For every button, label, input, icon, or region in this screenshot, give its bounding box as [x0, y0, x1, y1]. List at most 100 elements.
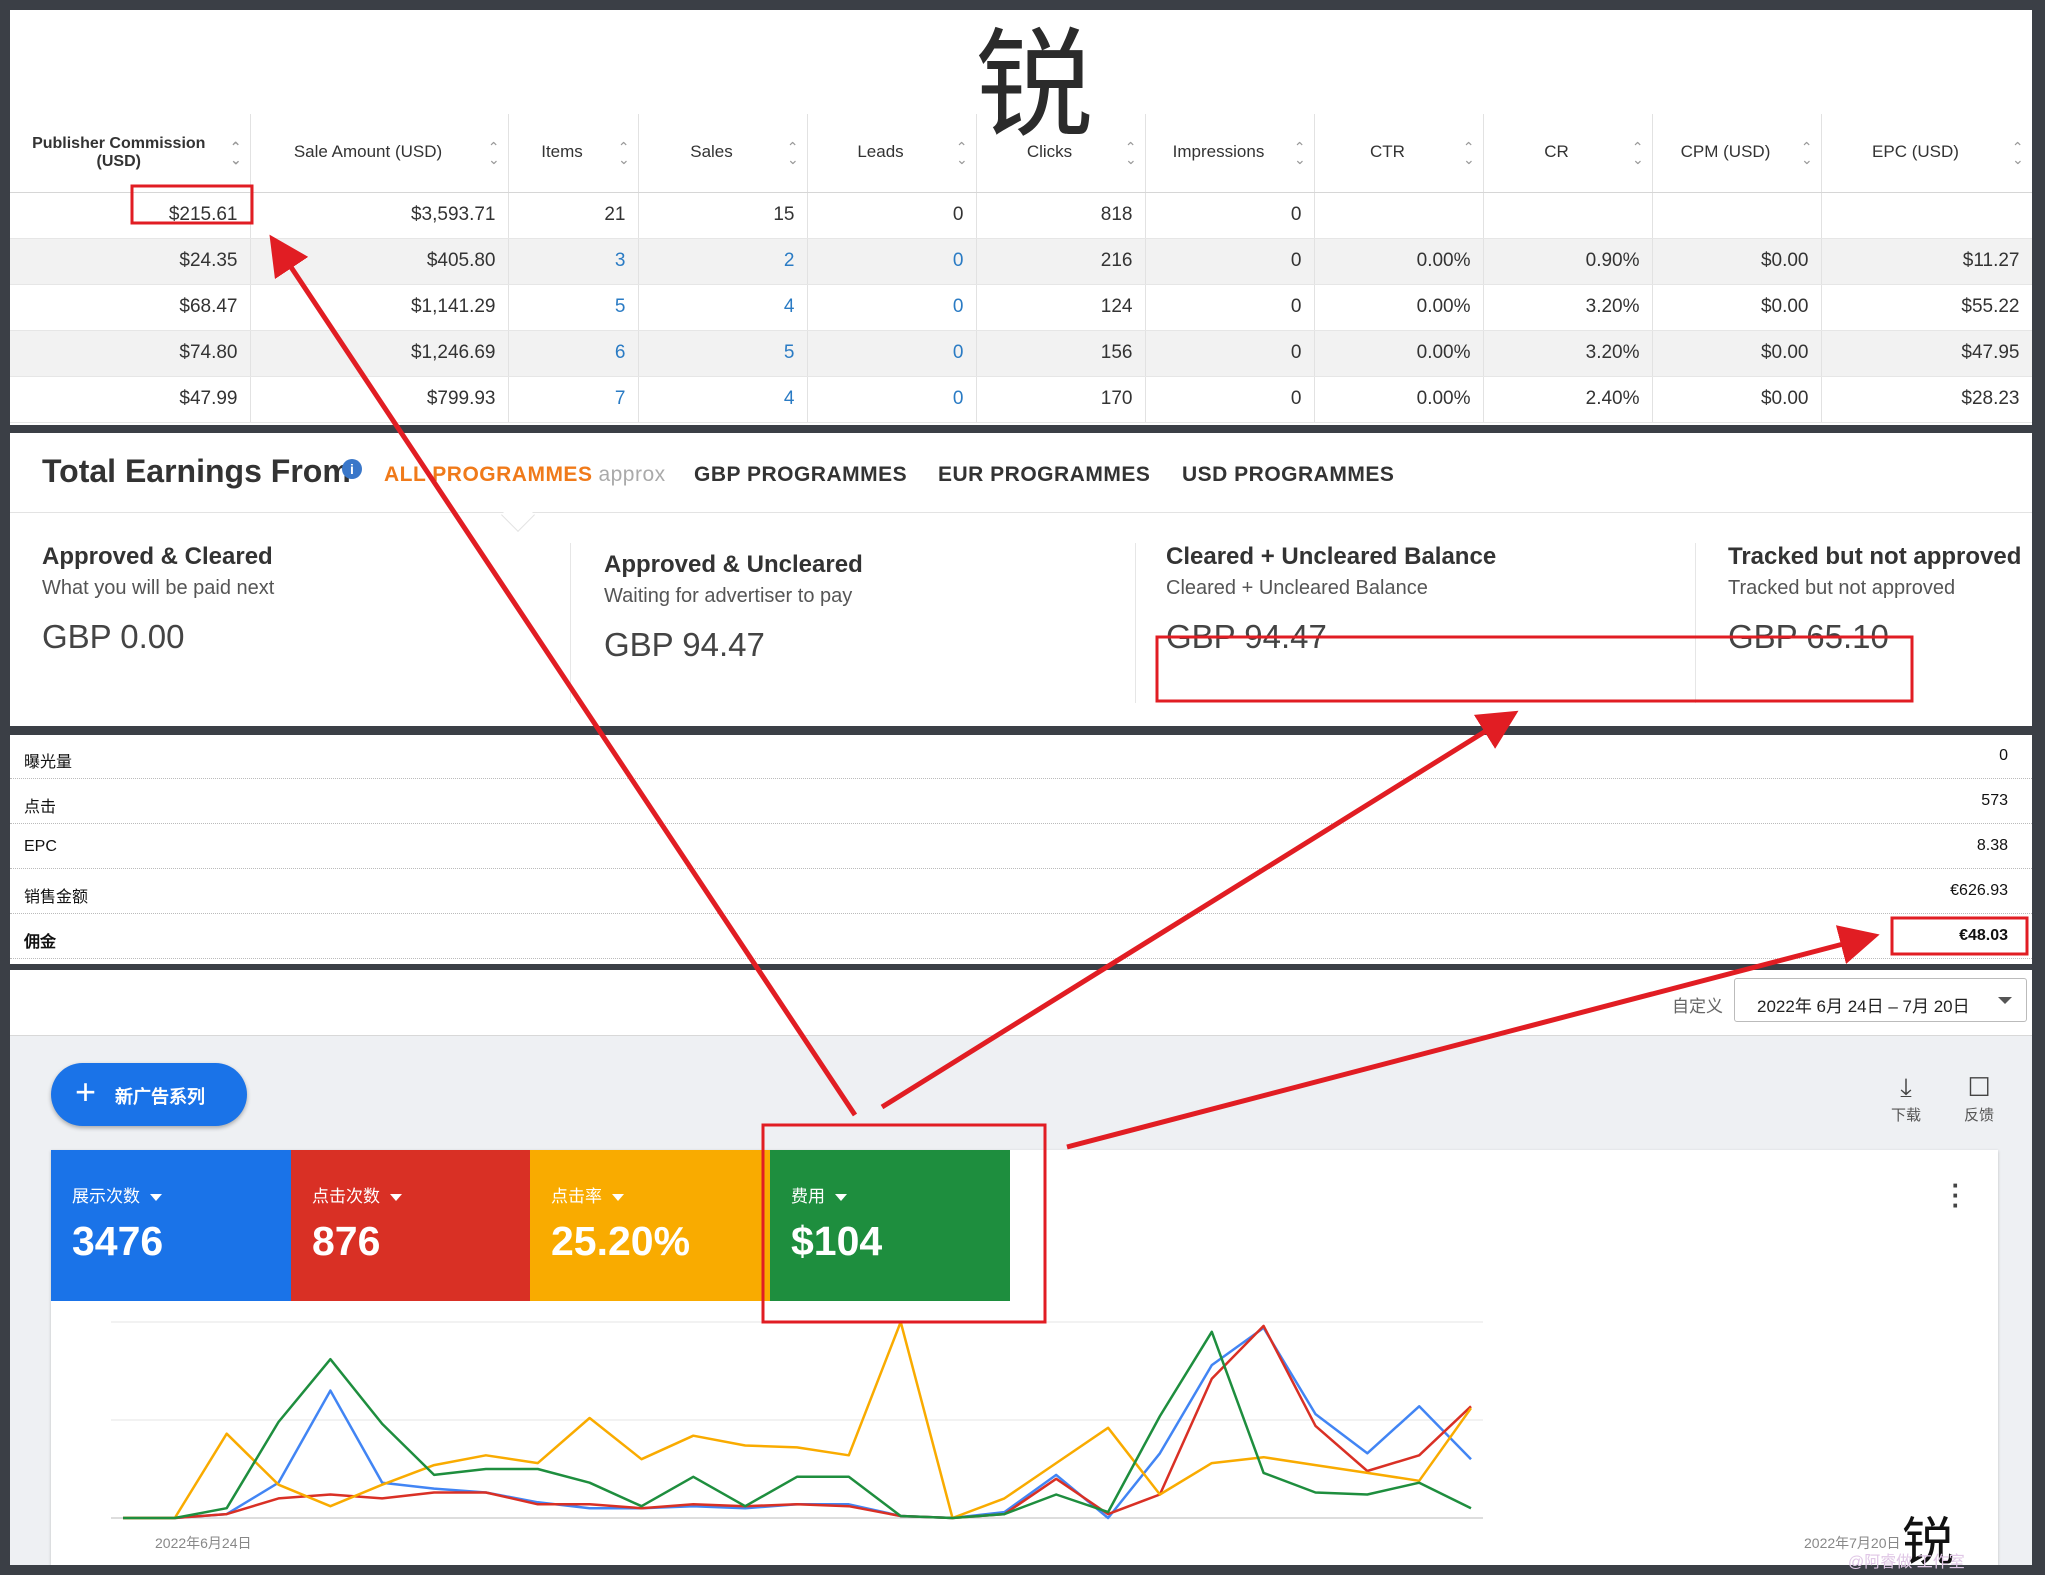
- eur-summary-panel: 曝光量 0 点击 573 EPC 8.38 销售金额 €626.93 佣金 €48.03: [10, 735, 2032, 964]
- table-cell: $24.35: [10, 238, 251, 285]
- metric-value: 3476: [72, 1218, 164, 1264]
- sort-icon[interactable]: ⌃ ⌃: [2011, 138, 2024, 167]
- series-line-3: [123, 1330, 1472, 1520]
- sort-icon[interactable]: ⌃ ⌃: [487, 138, 500, 167]
- table-cell: 124: [976, 284, 1146, 331]
- column-header-label: CPM (USD): [1680, 142, 1771, 162]
- summary-value: €626.93: [1950, 882, 2008, 899]
- tab-usd-programmes[interactable]: USD PROGRAMMES: [1182, 463, 1395, 486]
- sort-icon[interactable]: ⌃ ⌃: [617, 138, 630, 167]
- table-cell[interactable]: 5: [508, 284, 639, 331]
- new-campaign-button[interactable]: + 新广告系列: [51, 1063, 247, 1126]
- table-cell: 2.40%: [1483, 376, 1653, 423]
- series-line-2: [123, 1320, 1473, 1520]
- table-cell: 0.00%: [1314, 330, 1484, 377]
- table-body: $215.61 $3,593.71 21 15 0 818 0 $24.35 $405.80 3 2…: [10, 192, 2032, 423]
- table-cell: $1,141.29: [250, 284, 509, 331]
- table-row: $47.99 $799.93 7 4 0 170 0 0.00% 2.40% $0.00 $28.2…: [10, 376, 2032, 423]
- series-line-1: [123, 1324, 1472, 1520]
- earnings-col-value: GBP 65.10: [1728, 618, 1889, 655]
- feedback-button[interactable]: ☐ 反馈: [1949, 1070, 2009, 1125]
- sort-icon[interactable]: ⌃ ⌃: [1462, 138, 1475, 167]
- feedback-label: 反馈: [1963, 1107, 1994, 1124]
- download-label: 下载: [1890, 1107, 1921, 1124]
- summary-label: EPC: [24, 838, 57, 855]
- summary-label: 佣金: [24, 934, 57, 951]
- dropdown-icon: [835, 1194, 847, 1202]
- sort-icon[interactable]: ⌃ ⌃: [1124, 138, 1137, 167]
- download-button[interactable]: ⤓ 下载: [1876, 1070, 1936, 1125]
- column-header[interactable]: CTR ⌃ ⌃: [1314, 114, 1484, 193]
- date-range-select[interactable]: 2022年 6月 24日 – 7月 20日: [1734, 978, 2027, 1022]
- earnings-approved-uncleared: Approved & Uncleared Waiting for adverti…: [604, 551, 863, 721]
- column-header-label: Publisher Commission (USD): [32, 135, 206, 170]
- table-cell: $1,246.69: [250, 330, 509, 377]
- metric-label-text: 展示次数: [72, 1187, 140, 1206]
- column-header[interactable]: Items ⌃ ⌃: [508, 114, 639, 193]
- metric-label: 展示次数: [72, 1182, 162, 1207]
- sort-icon[interactable]: ⌃ ⌃: [786, 138, 799, 167]
- sort-icon[interactable]: ⌃ ⌃: [955, 138, 968, 167]
- sort-icon[interactable]: ⌃ ⌃: [1800, 138, 1813, 167]
- earnings-header: Total Earnings From i ALL PROGRAMMES appr…: [10, 433, 2032, 513]
- table-cell: 0.00%: [1314, 376, 1484, 423]
- earnings-col-subtitle: Tracked but not approved: [1728, 577, 1956, 599]
- tab-eur-programmes[interactable]: EUR PROGRAMMES: [938, 463, 1151, 486]
- column-header-label: Clicks: [1026, 142, 1073, 162]
- column-header-label: Impressions: [1172, 142, 1265, 162]
- table-cell[interactable]: 4: [638, 376, 808, 423]
- sort-icon[interactable]: ⌃ ⌃: [1293, 138, 1306, 167]
- tab-gbp-programmes[interactable]: GBP PROGRAMMES: [694, 463, 908, 486]
- column-header-label: CTR: [1370, 142, 1405, 162]
- sort-icon[interactable]: ⌃ ⌃: [1631, 138, 1644, 167]
- metric-tile-cost[interactable]: 费用 $104: [770, 1150, 1010, 1301]
- info-icon[interactable]: i: [342, 459, 362, 479]
- table-cell[interactable]: 6: [508, 330, 639, 377]
- sort-icon[interactable]: ⌃ ⌃: [229, 138, 242, 167]
- table-cell[interactable]: 0: [807, 284, 977, 331]
- column-header[interactable]: EPC (USD) ⌃ ⌃: [1821, 114, 2032, 193]
- column-header[interactable]: Leads ⌃ ⌃: [807, 114, 977, 193]
- table-cell: $405.80: [250, 238, 509, 285]
- chevron-down-icon: [1998, 997, 2012, 1004]
- column-header-label: CR: [1544, 142, 1569, 162]
- summary-label: 销售金额: [24, 889, 89, 906]
- table-cell[interactable]: 0: [807, 238, 977, 285]
- summary-row-sales: 销售金额 €626.93: [10, 870, 2032, 914]
- new-campaign-label: 新广告系列: [115, 1087, 205, 1107]
- table-cell[interactable]: 2: [638, 238, 808, 285]
- dropdown-icon: [612, 1194, 624, 1202]
- table-cell: $47.99: [10, 376, 251, 423]
- column-header[interactable]: Sales ⌃ ⌃: [638, 114, 808, 193]
- column-header[interactable]: CPM (USD) ⌃ ⌃: [1652, 114, 1822, 193]
- table-cell: 0.90%: [1483, 238, 1653, 285]
- commission-table: Publisher Commission (USD) ⌃ ⌃ Sale Amount …: [10, 114, 2032, 423]
- earnings-col-value: GBP 94.47: [1166, 618, 1327, 655]
- earnings-title: Total Earnings From: [42, 453, 351, 489]
- table-cell[interactable]: 0: [807, 330, 977, 377]
- table-cell[interactable]: 5: [638, 330, 808, 377]
- overlay-title-glyph: 锐: [975, 16, 1094, 154]
- summary-row-clicks: 点击 573: [10, 780, 2032, 824]
- column-header[interactable]: Impressions ⌃ ⌃: [1145, 114, 1315, 193]
- column-header[interactable]: Publisher Commission (USD) ⌃ ⌃: [10, 114, 251, 193]
- column-header[interactable]: Sale Amount (USD) ⌃ ⌃: [250, 114, 509, 193]
- metric-tile-clicks[interactable]: 点击次数 876: [291, 1150, 530, 1301]
- more-options-icon[interactable]: · · ·: [1951, 1170, 1961, 1220]
- metric-tile-ctr[interactable]: 点击率 25.20%: [530, 1150, 770, 1301]
- table-cell[interactable]: 0: [807, 376, 977, 423]
- column-header-label: Items: [541, 142, 583, 162]
- table-cell[interactable]: 7: [508, 376, 639, 423]
- table-cell[interactable]: 3: [508, 238, 639, 285]
- summary-value: €48.03: [1959, 927, 2008, 944]
- plus-icon: +: [75, 1071, 97, 1112]
- table-cell: 0: [1145, 238, 1315, 285]
- column-header[interactable]: Clicks ⌃ ⌃: [976, 114, 1146, 193]
- metric-tile-impressions[interactable]: 展示次数 3476: [51, 1150, 291, 1301]
- table-cell: 818: [976, 192, 1146, 239]
- table-cell: $47.95: [1821, 330, 2032, 377]
- table-cell[interactable]: 4: [638, 284, 808, 331]
- column-header[interactable]: CR ⌃ ⌃: [1483, 114, 1653, 193]
- tab-all-programmes[interactable]: ALL PROGRAMMES approx: [384, 463, 666, 487]
